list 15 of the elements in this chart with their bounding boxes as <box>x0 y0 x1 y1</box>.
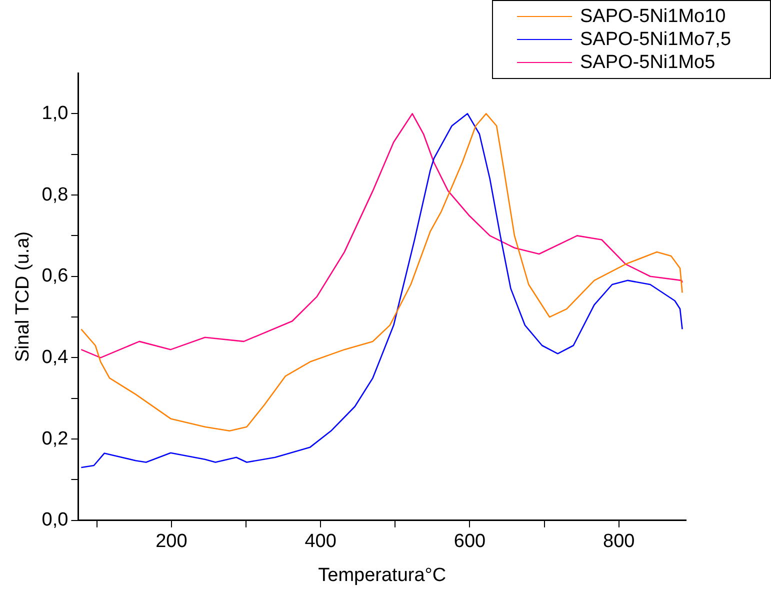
x-tick-label: 600 <box>454 531 486 552</box>
y-tick-label: 0,2 <box>42 428 68 450</box>
x-tick-label: 400 <box>304 531 336 552</box>
y-tick-label: 0,6 <box>42 266 68 287</box>
legend-label: SAPO-5Ni1Mo7,5 <box>580 28 732 50</box>
x-tick-label: 800 <box>603 531 635 552</box>
y-tick-label: 0,4 <box>42 346 69 368</box>
y-tick-label: 0,8 <box>42 184 68 206</box>
legend-label: SAPO-5Ni1Mo5 <box>580 52 716 74</box>
x-axis-title: Temperatura°C <box>318 564 446 586</box>
y-tick-label: 1,0 <box>42 102 68 124</box>
x-tick-label: 200 <box>156 531 188 552</box>
legend-label: SAPO-5Ni1Mo10 <box>580 6 726 28</box>
y-tick-label: 0,0 <box>42 510 68 531</box>
y-axis-title: Sinal TCD (u.a) <box>12 231 34 362</box>
